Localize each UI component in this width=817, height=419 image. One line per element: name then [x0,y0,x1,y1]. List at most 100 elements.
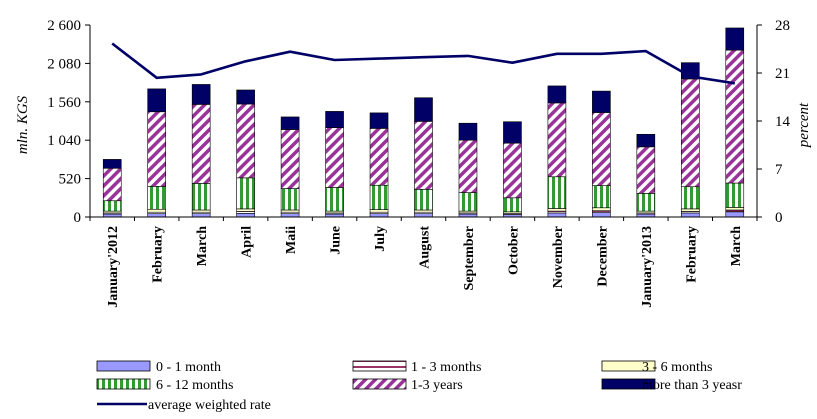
y-left-tick-label: 1 040 [47,133,81,149]
legend-label: 1-3 years [411,378,463,393]
axes-layer: 0 520 1 040 1 560 2 080 2 600 0 7 14 21 28 January'… [47,18,790,308]
bar-segment [547,85,567,104]
bar-segment [147,208,166,213]
x-tick-label: August [418,226,433,269]
y-left-tick-label: 2 080 [47,56,81,72]
y-right-axis-title: percent [796,102,812,148]
x-tick-label: March [729,226,744,266]
bar-segment [458,192,478,212]
legend-label: 3 - 6 months [642,360,712,375]
bar-segment [636,193,656,212]
bar-segment [325,111,344,128]
legend-swatch [352,378,407,390]
y-left-axis-title: mln. KGS [15,95,31,154]
bar-segment [414,97,433,122]
y-left-tick-label: 0 [74,210,82,226]
bar-segment [547,102,567,178]
bar-segment [191,104,211,184]
x-tick-label: February [684,226,699,283]
bar-segment [102,159,122,169]
legend-swatch [96,378,151,390]
bar-segment [503,142,522,199]
bar-segment [102,200,122,212]
bar-segment [458,122,478,141]
bar-segment [725,49,745,184]
bar-segment [236,103,255,179]
x-tick-label: July [373,226,388,252]
bar-segment [414,189,433,211]
bar-segment [680,78,700,188]
bar-segment [191,84,211,105]
bar-segment [503,121,522,144]
x-tick-label: September [462,226,477,291]
bar-segment [236,213,255,218]
legend-label: 1 - 3 months [411,360,481,375]
bar-segment [680,186,700,210]
bar-segment [102,167,122,202]
legend: 0 - 1 month 1 - 3 months 3 - 6 months 6 - 1… [96,360,742,413]
x-tick-label: December [595,226,610,287]
y-right-tick-label: 7 [775,162,783,178]
legend-label: 6 - 12 months [156,378,233,393]
bar-segment [325,127,344,188]
bar-segment [236,177,255,210]
bar-segment [236,208,255,212]
bar-segment [458,139,478,193]
bar-segment [547,176,567,209]
x-tick-label: October [506,226,521,275]
bar-segment [680,212,700,218]
y-left-tick-label: 2 600 [47,18,81,34]
bar-segment [280,209,300,213]
x-tick-label: March [195,226,210,266]
bar-segment [503,197,522,213]
bar-segment [280,188,300,211]
bar-segment [147,111,166,187]
bar-segment [236,89,255,105]
x-tick-label: January'2012 [106,226,121,308]
bar-segment [592,207,611,212]
bar-segment [369,112,389,129]
bars-layer [102,27,745,218]
bar-segment [191,209,211,213]
line-layer [111,42,735,85]
x-tick-label: April [240,226,255,258]
bar-segment [280,129,300,189]
bar-segment [680,208,700,212]
bar-segment [636,146,656,194]
bar-segment [636,133,656,148]
bar-segment [725,182,745,208]
y-right-tick-label: 21 [775,66,790,82]
legend-swatch [352,360,407,372]
bar-segment [325,187,344,212]
line-average-weighted-rate [111,42,735,85]
x-tick-label: Maii [284,226,299,254]
y-right-tick-label: 14 [775,114,791,130]
x-tick-label: November [551,226,566,288]
bar-segment [725,207,745,211]
bar-segment [147,88,166,113]
bar-segment [147,186,166,210]
y-left-tick-label: 1 560 [47,95,81,111]
bar-segment [369,209,389,213]
legend-swatch [601,378,656,390]
y-left-tick-label: 520 [59,172,82,188]
bar-segment [592,212,611,218]
bar-segment [592,185,611,209]
legend-swatch [601,360,656,372]
bar-segment [414,121,433,190]
legend-label: average weighted rate [148,398,271,413]
x-tick-label: June [329,226,344,255]
x-tick-label: February [151,226,166,283]
bar-segment [369,128,389,186]
bar-segment [280,116,300,130]
bar-segment [592,112,611,186]
bar-segment [592,90,611,113]
bar-segment [725,211,745,218]
x-tick-label: January'2013 [640,226,655,308]
legend-swatch [96,360,151,372]
bar-segment [369,184,389,210]
bar-segment [547,208,567,212]
legend-label: more than 3 yeasr [642,378,742,393]
